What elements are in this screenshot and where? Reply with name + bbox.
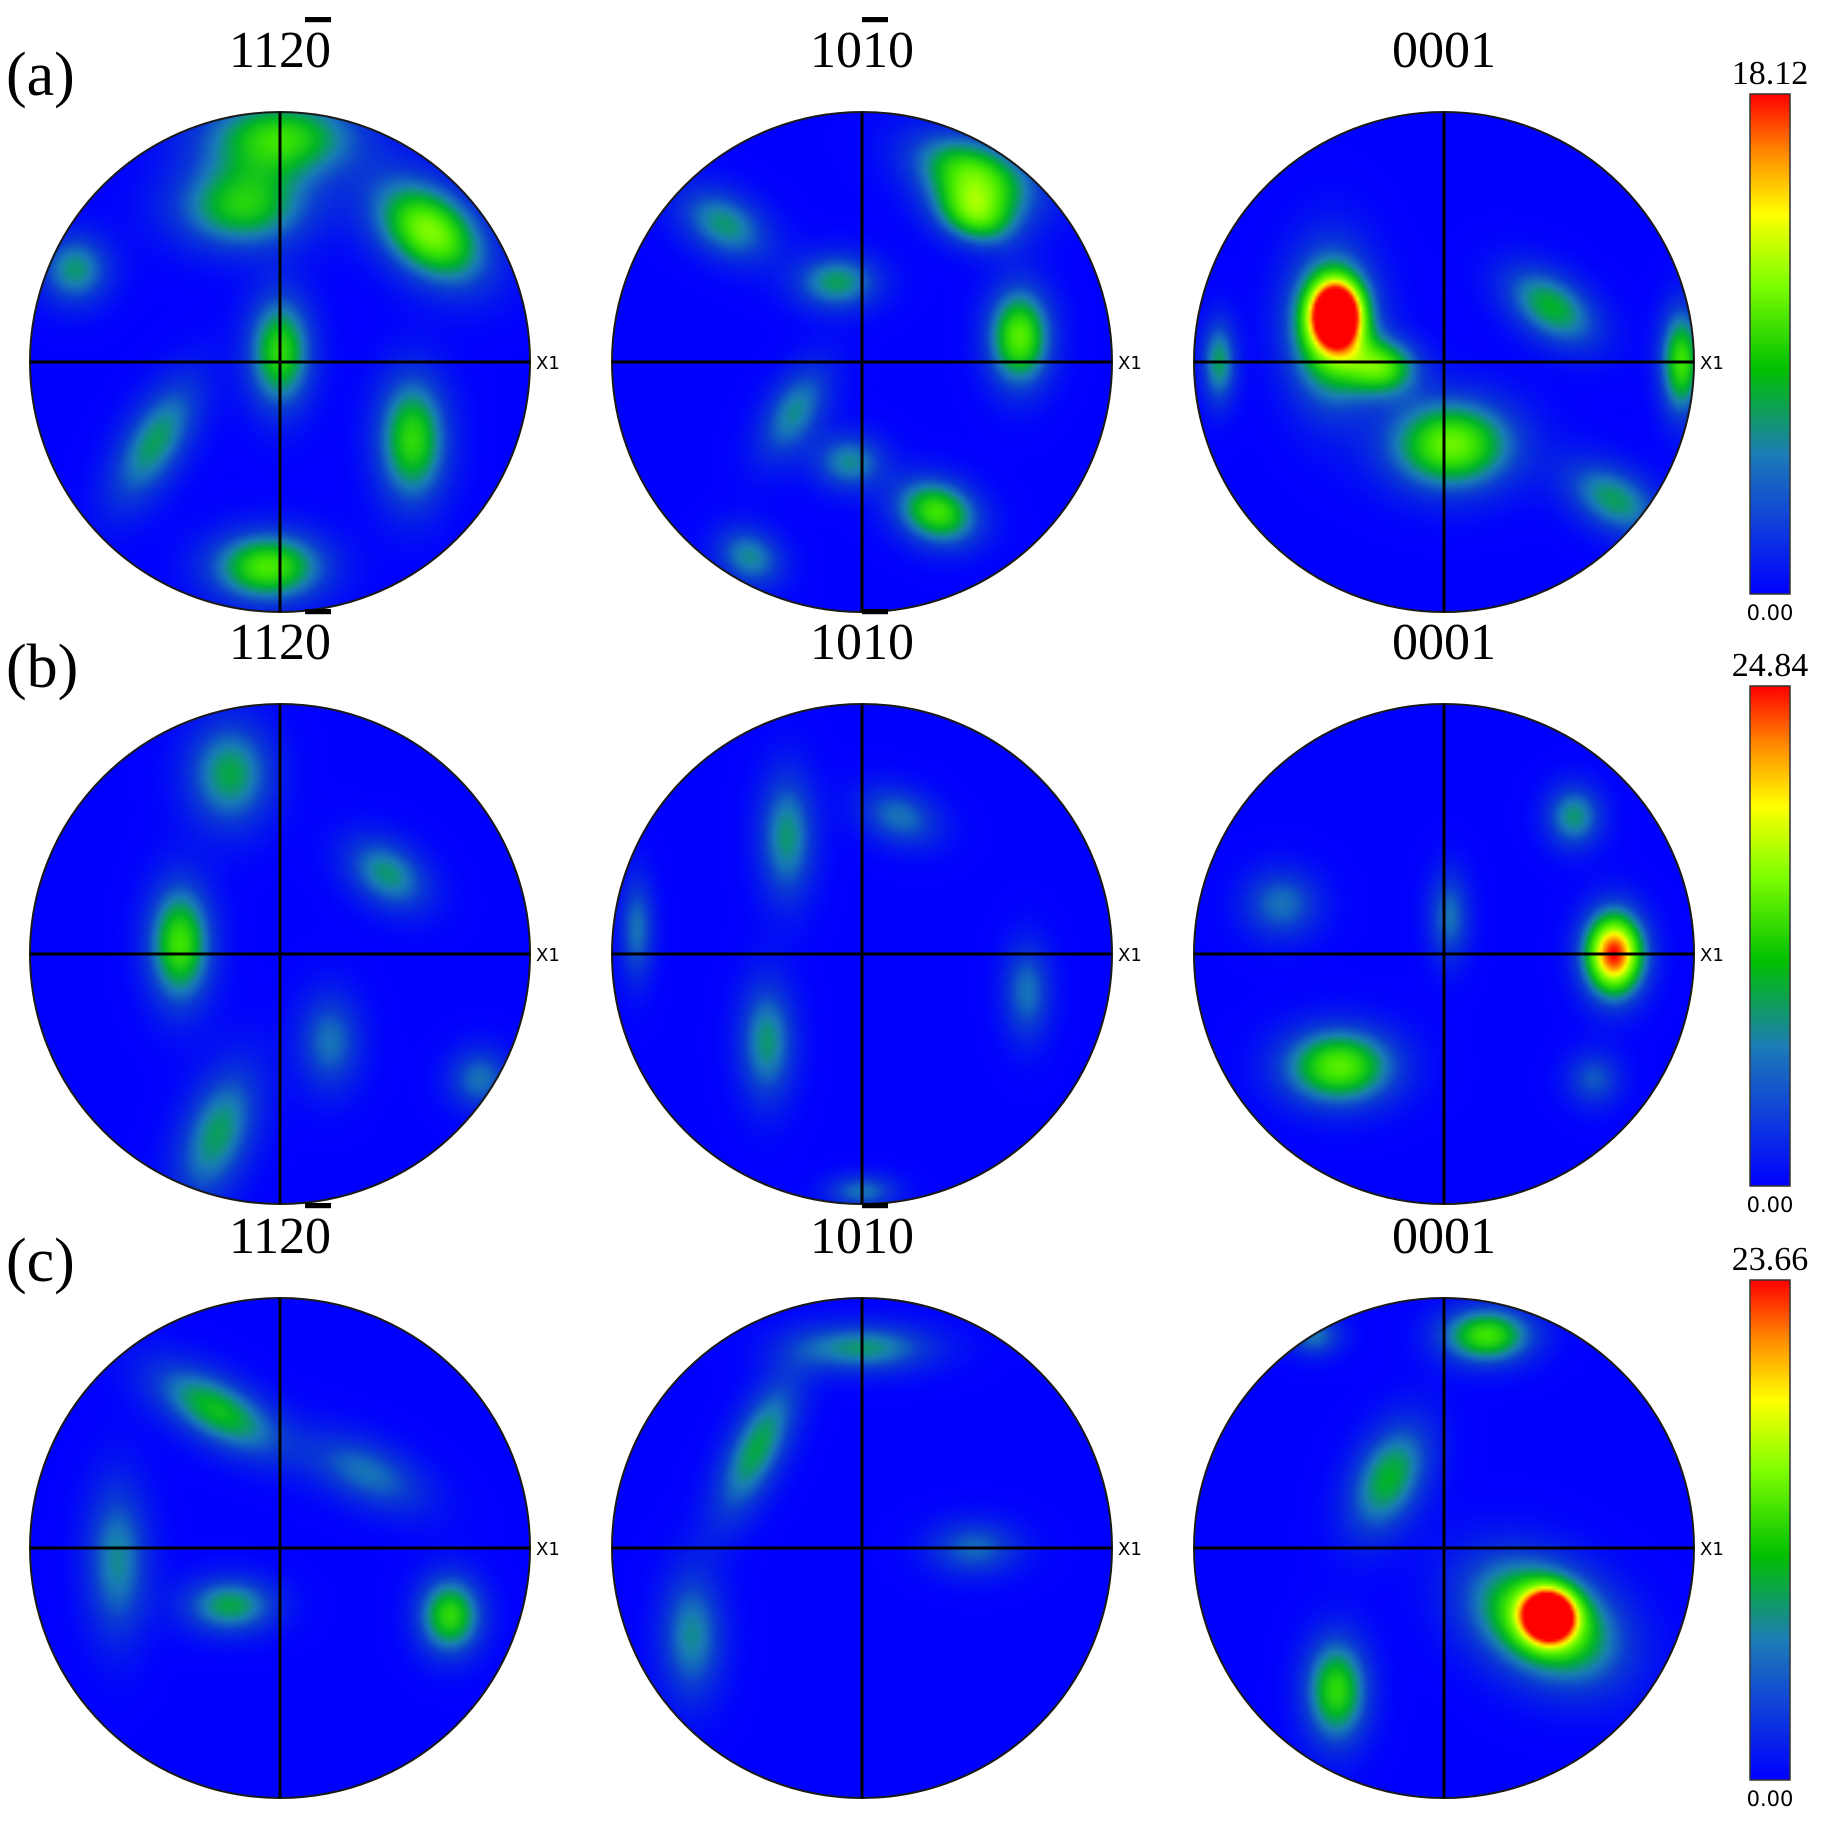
overbar-digit: 0 [305,22,331,79]
plane-label: 1010 [810,22,914,79]
index-digits: 10 [810,22,862,79]
pole-figure: 0001 X1 [1193,614,1724,1205]
plane-label: 1120 [229,614,331,671]
scale-min-label: 0.00 [1747,1787,1794,1811]
axis-label-x1: X1 [536,1539,560,1560]
index-digits: 11 [229,22,279,79]
color-scale: 18.12 0.00 [1732,55,1809,625]
axis-label-x1: X1 [1700,353,1724,374]
color-scale: 24.84 0.00 [1732,647,1809,1217]
panel-label: (a) [6,41,75,109]
index-digits: 10 [810,1208,862,1265]
axis-label-x1: X1 [536,353,560,374]
overbar-digit: 0 [305,614,331,671]
index-digits: 11 [229,1208,279,1265]
index-digits: 2 [279,1208,305,1265]
axis-label-x1: X1 [1118,945,1142,966]
scale-max-label: 23.66 [1732,1241,1809,1278]
overbar-digit: 1 [862,22,888,79]
color-scale: 23.66 0.00 [1732,1241,1809,1811]
color-scale-bar [1749,1279,1791,1781]
overbar-digit: 1 [862,614,888,671]
plane-label: 1010 [810,1208,914,1265]
index-digits: 10 [810,614,862,671]
index-digits: 11 [229,614,279,671]
axis-label-x1: X1 [536,945,560,966]
index-digits: 0 [888,1208,914,1265]
pole-figure: 1120 X1 [29,1208,560,1799]
index-digits: 0001 [1392,1208,1496,1265]
scale-max-label: 24.84 [1732,647,1809,684]
index-digits: 2 [279,22,305,79]
plane-label: 1010 [810,614,914,671]
index-digits: 0001 [1392,614,1496,671]
plane-label: 1120 [229,22,331,79]
overbar-digit: 1 [862,1208,888,1265]
index-digits: 2 [279,614,305,671]
axis-label-x1: X1 [1700,945,1724,966]
color-scale-bar [1749,93,1791,595]
scale-min-label: 0.00 [1747,1193,1794,1217]
scale-min-label: 0.00 [1747,601,1794,625]
index-digits: 0 [888,614,914,671]
index-digits: 0001 [1392,22,1496,79]
color-scale-bar [1749,685,1791,1187]
plane-label: 0001 [1392,22,1496,79]
plane-label: 0001 [1392,1208,1496,1265]
panel-label: (c) [6,1227,75,1295]
plane-label: 0001 [1392,614,1496,671]
plane-label: 1120 [229,1208,331,1265]
pole-figure: 0001 X1 [1193,1208,1724,1799]
axis-label-x1: X1 [1118,1539,1142,1560]
panel-label: (b) [6,633,78,701]
pole-figure: 1120 X1 [29,22,560,613]
axis-label-x1: X1 [1700,1539,1724,1560]
axis-label-x1: X1 [1118,353,1142,374]
pole-figure: 0001 X1 [1193,22,1724,613]
index-digits: 0 [888,22,914,79]
pole-figure: 1120 X1 [29,614,560,1205]
overbar-digit: 0 [305,1208,331,1265]
scale-max-label: 18.12 [1732,55,1809,92]
